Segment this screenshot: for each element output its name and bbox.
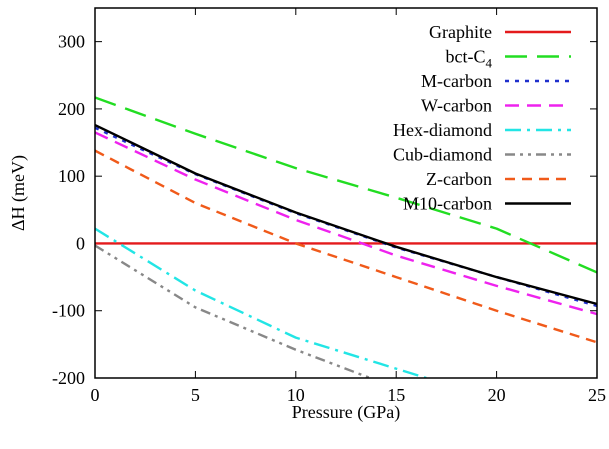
x-tick-label: 0: [91, 385, 100, 405]
y-tick-label: 300: [58, 32, 85, 52]
series-line-5: [95, 244, 371, 378]
y-axis-label: ΔH (meV): [8, 155, 29, 231]
y-tick-label: 100: [58, 166, 85, 186]
y-tick-label: -200: [52, 368, 85, 388]
y-tick-label: 0: [76, 233, 85, 253]
plot-frame: [94, 7, 598, 379]
legend-label-3: W-carbon: [421, 96, 492, 116]
legend: Graphite bct-C4M-carbon W-carbon Hex-diamon…: [393, 22, 571, 214]
x-tick-label: 20: [488, 385, 506, 405]
series-line-1: [95, 96, 597, 274]
series-line-3: [95, 131, 597, 316]
legend-label-4: Hex-diamond: [393, 120, 492, 140]
legend-label-7: M10-carbon: [403, 194, 492, 214]
y-tick-label: -100: [52, 301, 85, 321]
x-tick-label: 25: [588, 385, 606, 405]
series-line-6: [95, 149, 597, 344]
series-line-4: [95, 227, 427, 378]
series-line-7: [95, 123, 597, 306]
x-tick-label: 10: [287, 385, 305, 405]
x-axis-label: Pressure (GPa): [292, 402, 400, 423]
y-tick-label: 200: [58, 99, 85, 119]
legend-label-6: Z-carbon: [426, 169, 492, 189]
axis-ticks: 0 5 10 15 20 25 -200 -100 0 100 200 300: [52, 8, 606, 405]
legend-label-2: M-carbon: [421, 71, 492, 91]
legend-label-5: Cub-diamond: [393, 145, 492, 165]
legend-label-0: Graphite: [429, 22, 492, 42]
legend-label-1: bct-C4: [446, 47, 493, 71]
x-tick-label: 5: [191, 385, 200, 405]
x-tick-label: 15: [387, 385, 405, 405]
series-group: [95, 96, 597, 378]
